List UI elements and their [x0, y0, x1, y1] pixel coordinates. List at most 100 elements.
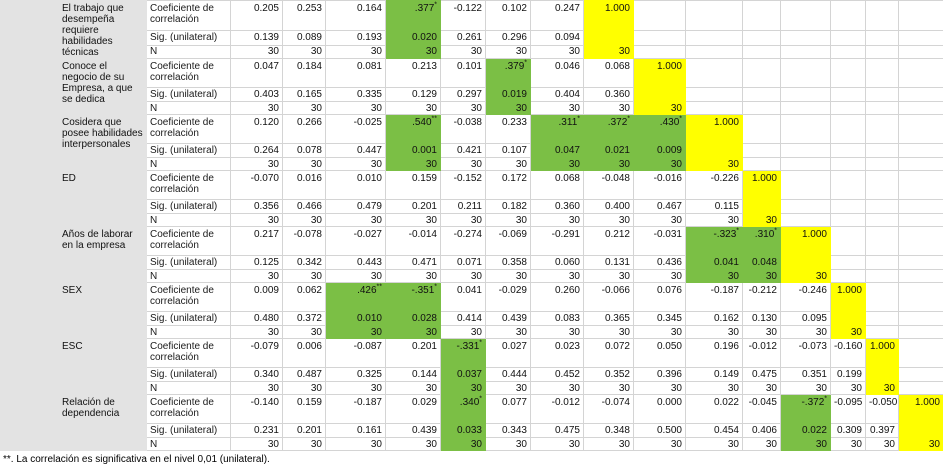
statistic-label: N: [146, 437, 231, 451]
value-cell: 30: [780, 437, 831, 451]
value-cell: 0.217: [230, 226, 283, 256]
value-cell: 30: [530, 101, 584, 115]
value-cell: [830, 255, 866, 270]
value-cell: [865, 226, 899, 256]
value-cell: [742, 44, 781, 60]
value-cell: 0.475: [530, 423, 584, 438]
value-cell: 0.199: [830, 367, 866, 382]
value-cell: 30: [485, 213, 531, 227]
variable-name: Cosidera que posee habilidades interpers…: [58, 114, 147, 171]
value-cell: 1.000: [583, 0, 634, 32]
value-cell: 0.444: [485, 367, 531, 382]
value-cell: 0.164: [325, 0, 386, 32]
value-cell: 0.041: [440, 282, 486, 312]
value-cell: 0.022: [685, 394, 743, 424]
value-cell: [898, 325, 943, 339]
value-cell: 0.029: [385, 394, 441, 424]
value-cell: [633, 44, 686, 60]
value-cell: 30: [385, 381, 441, 395]
value-cell: 1.000: [830, 282, 866, 312]
value-cell: 30: [742, 381, 781, 395]
value-cell: [830, 30, 866, 46]
row-gutter: [0, 226, 59, 283]
value-cell: [865, 170, 899, 200]
value-cell: 30: [230, 381, 283, 395]
value-cell: [898, 44, 943, 60]
value-cell: 30: [530, 381, 584, 395]
value-cell: 30: [385, 437, 441, 451]
value-cell: [633, 87, 686, 102]
value-cell: [830, 101, 866, 115]
value-cell: 0.022: [780, 423, 831, 438]
value-cell: 0.467: [633, 199, 686, 214]
value-cell: 30: [865, 381, 899, 395]
value-cell: [780, 114, 831, 144]
table-row: ED Coeficiente de correlación -0.070 0.016 0…: [0, 170, 943, 227]
value-cell: 30: [230, 269, 283, 283]
value-cell: [898, 255, 943, 270]
value-cell: 30: [742, 269, 781, 283]
value-cell: [830, 199, 866, 214]
value-cell: .540**: [385, 114, 441, 144]
value-cell: 0.466: [282, 199, 326, 214]
value-cell: 0.010: [325, 170, 386, 200]
table-row: SEX Coeficiente de correlación 0.009 0.062.…: [0, 282, 943, 339]
value-cell: -0.087: [325, 338, 386, 368]
value-cell: 30: [780, 381, 831, 395]
value-cell: 1.000: [865, 338, 899, 368]
value-cell: [865, 0, 899, 32]
value-cell: 0.205: [230, 0, 283, 32]
statistic-label: N: [146, 44, 231, 60]
value-cell: -0.226: [685, 170, 743, 200]
value-cell: [865, 325, 899, 339]
value-cell: -0.025: [325, 114, 386, 144]
value-cell: 0.050: [633, 338, 686, 368]
value-cell: 0.046: [530, 58, 584, 88]
value-cell: 30: [282, 381, 326, 395]
value-cell: [830, 157, 866, 171]
value-cell: 30: [633, 437, 686, 451]
value-cell: 30: [325, 381, 386, 395]
value-cell: 0.358: [485, 255, 531, 270]
value-cell: 1.000: [685, 114, 743, 144]
correlation-table: El trabajo que desempeña requiere habili…: [0, 0, 943, 451]
value-cell: .426**: [325, 282, 386, 312]
value-cell: [742, 30, 781, 46]
value-cell: 30: [440, 157, 486, 171]
value-cell: -.372*: [780, 394, 831, 424]
value-cell: 0.247: [530, 0, 584, 32]
statistic-label: Coeficiente de correlación: [146, 338, 231, 368]
row-gutter: [0, 170, 59, 227]
value-cell: 30: [440, 269, 486, 283]
value-cell: 0.010: [325, 311, 386, 326]
value-cell: [742, 0, 781, 32]
table-body: El trabajo que desempeña requiere habili…: [0, 0, 943, 451]
value-cell: 0.396: [633, 367, 686, 382]
value-cell: 30: [440, 101, 486, 115]
value-cell: 30: [742, 437, 781, 451]
value-cell: 0.182: [485, 199, 531, 214]
table-row: Sig. (unilateral) 0.356 0.466 0.479 0.201 0.2…: [1, 199, 943, 214]
value-cell: 0.019: [485, 87, 531, 102]
value-cell: 0.068: [530, 170, 584, 200]
row-gutter: [0, 338, 59, 395]
value-cell: 0.037: [440, 367, 486, 382]
value-cell: .430*: [633, 114, 686, 144]
value-cell: [898, 58, 943, 88]
value-cell: 30: [230, 213, 283, 227]
value-cell: 0.071: [440, 255, 486, 270]
value-cell: [685, 143, 743, 158]
value-cell: -0.152: [440, 170, 486, 200]
table-row: Sig. (unilateral) 0.125 0.342 0.443 0.471 0.0…: [1, 255, 943, 270]
value-cell: -0.029: [485, 282, 531, 312]
value-cell: 0.062: [282, 282, 326, 312]
value-cell: .377*: [385, 0, 441, 32]
value-cell: [780, 143, 831, 158]
value-cell: [898, 423, 943, 438]
value-cell: [742, 157, 781, 171]
value-cell: 30: [742, 325, 781, 339]
value-cell: 0.006: [282, 338, 326, 368]
statistic-label: Sig. (unilateral): [146, 30, 231, 46]
value-cell: 30: [385, 325, 441, 339]
value-cell: .340*: [440, 394, 486, 424]
